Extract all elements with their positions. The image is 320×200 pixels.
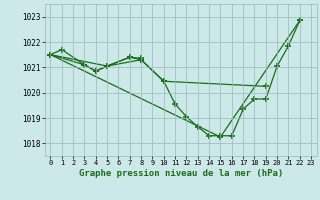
X-axis label: Graphe pression niveau de la mer (hPa): Graphe pression niveau de la mer (hPa) — [79, 169, 283, 178]
